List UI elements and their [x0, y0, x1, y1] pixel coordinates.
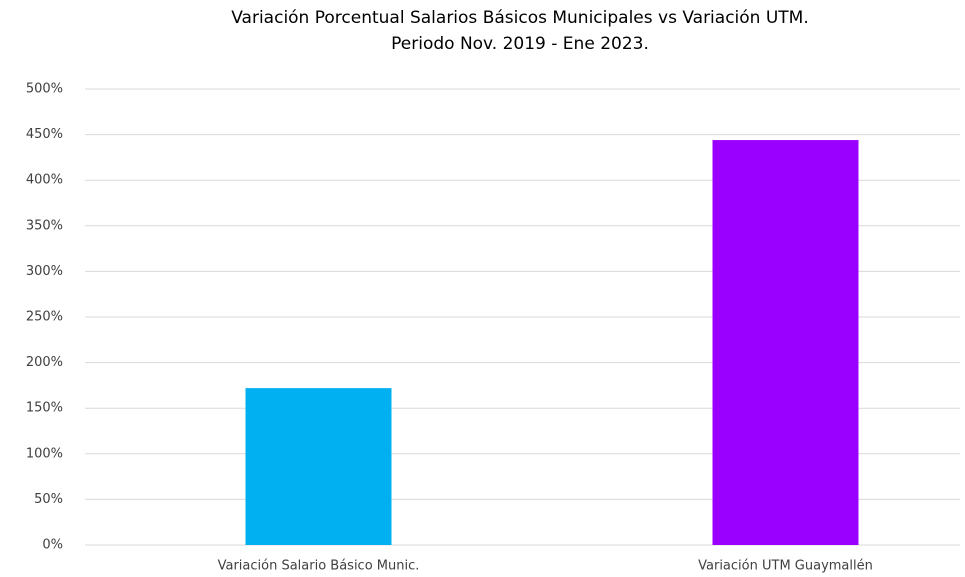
- bar: [712, 140, 859, 545]
- chart-title: Variación Porcentual Salarios Básicos Mu…: [231, 8, 809, 28]
- y-tick-label: 500%: [26, 82, 63, 97]
- x-tick-label: Variación UTM Guaymallén: [698, 559, 873, 574]
- x-tick-label: Variación Salario Básico Munic.: [218, 559, 420, 574]
- y-tick-label: 300%: [26, 264, 63, 279]
- y-tick-label: 150%: [26, 401, 63, 416]
- y-tick-label: 200%: [26, 355, 63, 370]
- chart-subtitle: Periodo Nov. 2019 - Ene 2023.: [391, 34, 649, 54]
- y-tick-label: 50%: [34, 492, 63, 507]
- y-tick-label: 250%: [26, 310, 63, 325]
- y-tick-label: 0%: [42, 538, 63, 553]
- y-tick-label: 450%: [26, 127, 63, 142]
- y-tick-label: 100%: [26, 446, 63, 461]
- y-tick-label: 400%: [26, 173, 63, 188]
- y-tick-label: 350%: [26, 218, 63, 233]
- bar: [245, 388, 392, 545]
